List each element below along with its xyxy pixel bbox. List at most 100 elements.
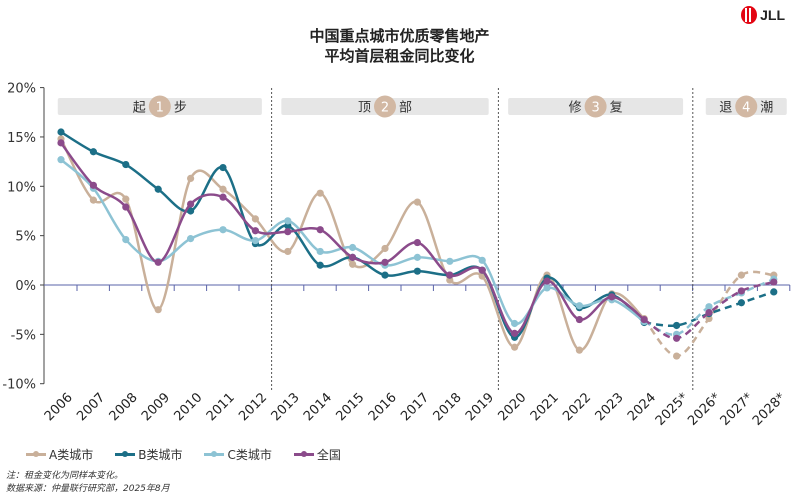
x-tick-label: 2016 [366, 390, 400, 424]
phase-number-badge [584, 95, 607, 118]
title-line-1: 中国重点城市优质零售地产 [309, 27, 490, 45]
data-point [122, 235, 130, 244]
jll-logo-icon [741, 6, 758, 24]
line-chart: -10% -5% 0% 5% 10% 15% 20% 20062007200820092010… [2, 82, 791, 429]
data-point [122, 195, 130, 203]
title-line-2: 平均首层租金同比变化 [324, 47, 475, 65]
data-point [446, 271, 454, 279]
data-point [446, 276, 454, 284]
data-point [187, 207, 195, 215]
phase-right-char: 复 [610, 101, 623, 116]
data-point [640, 315, 648, 324]
data-point [122, 203, 130, 211]
legend-item-b: B类城市 [115, 446, 182, 463]
jll-logo: JLL [741, 6, 785, 24]
legend-item-a: A类城市 [26, 446, 93, 463]
data-point [737, 287, 746, 295]
data-point [219, 185, 227, 193]
legend-swatch-c [204, 451, 225, 457]
logo-text: JLL [760, 7, 785, 23]
legend: A类城市 B类城市 C类城市 全国 [26, 446, 341, 463]
legend-label-b: B类城市 [138, 448, 183, 462]
data-point [316, 226, 324, 234]
legend-label-c: C类城市 [227, 448, 272, 462]
phase-left-char: 起 [133, 101, 146, 116]
data-point [187, 235, 195, 243]
data-point [575, 302, 584, 310]
y-tick-label: 0% [15, 279, 36, 294]
data-point [349, 253, 357, 261]
phase-label-3: 3修 复 [508, 95, 684, 118]
legend-item-c: C类城市 [204, 446, 272, 463]
data-point [154, 258, 162, 266]
x-tick-label: 2014 [301, 390, 335, 424]
legend-label-national: 全国 [316, 448, 341, 462]
data-point [251, 227, 259, 235]
y-tick-label: 20% [7, 82, 36, 97]
phase-left-char: 退 [719, 101, 732, 116]
data-point [381, 271, 389, 279]
phase-right-char: 部 [399, 101, 412, 116]
data-point [89, 196, 97, 204]
data-point [284, 228, 292, 236]
data-point [543, 277, 551, 285]
legend-swatch-a [26, 451, 46, 457]
series-line-actual [60, 142, 645, 335]
legend-swatch-national [293, 451, 314, 457]
x-tick-label: 2018 [431, 390, 465, 424]
phase-right-char: 步 [174, 101, 187, 116]
x-tick-label: 2021 [528, 390, 562, 424]
x-tick-label: 2028* [750, 390, 789, 429]
data-point [673, 321, 681, 330]
series-line-actual [60, 130, 646, 339]
data-point [510, 343, 519, 351]
data-point [57, 128, 65, 136]
series-2 [57, 128, 778, 341]
phase-left-char: 顶 [358, 101, 371, 116]
y-tick-label: 10% [7, 180, 36, 195]
data-point [219, 226, 227, 234]
data-point [349, 260, 357, 268]
phase-number-badge [374, 95, 396, 118]
data-point [219, 163, 227, 172]
data-point [219, 193, 227, 201]
data-point [154, 185, 162, 193]
y-tick-label: 15% [7, 131, 36, 146]
y-tick-label: -5% [11, 328, 36, 343]
data-point [510, 329, 519, 337]
data-point [770, 288, 778, 296]
data-point [413, 253, 421, 261]
phase-number: 4 [742, 101, 750, 116]
data-point [478, 266, 486, 274]
x-tick-label: 2010 [171, 390, 205, 424]
x-tick-label: 2023 [593, 390, 627, 424]
series-line-forecast [644, 290, 775, 328]
data-point [705, 314, 713, 323]
note-text: 注：租金变化为同样本变化。 [6, 471, 124, 481]
data-point [89, 181, 97, 189]
data-point [381, 258, 389, 266]
x-tick-label: 2015 [333, 390, 367, 424]
phase-right-char: 潮 [760, 101, 773, 116]
x-tick-label: 2011 [204, 390, 238, 424]
phase-left-char: 修 [569, 101, 582, 116]
series-3 [57, 156, 778, 338]
data-point [316, 247, 324, 256]
x-tick-label: 2012 [236, 390, 270, 424]
data-point [575, 346, 584, 354]
data-point [705, 309, 713, 317]
data-point [284, 222, 292, 230]
legend-item-national: 全国 [293, 446, 341, 463]
series-line-actual [60, 158, 645, 325]
data-point [737, 271, 746, 279]
y-tick-label: 5% [15, 230, 36, 245]
phase-number: 3 [591, 101, 599, 116]
phase-label-4: 4退 潮 [705, 95, 787, 118]
x-tick-label: 2022 [560, 390, 594, 424]
phase-number: 2 [381, 101, 389, 116]
phase-number-badge [148, 95, 171, 118]
data-point [770, 278, 778, 286]
x-tick-label: 2013 [269, 390, 303, 424]
series-4 [57, 139, 778, 342]
x-tick-label: 2026* [685, 390, 724, 429]
